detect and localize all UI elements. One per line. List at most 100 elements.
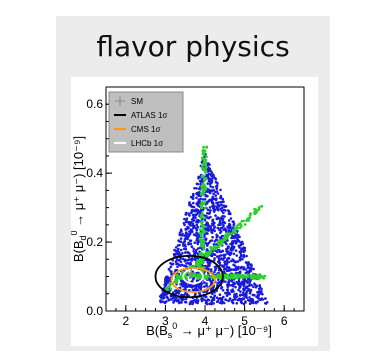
blue-point: [178, 263, 181, 267]
blue-point: [169, 265, 173, 269]
contour-ellipse: [170, 267, 216, 293]
green-point: [202, 245, 206, 248]
blue-point: [183, 259, 187, 263]
blue-point: [184, 228, 187, 231]
blue-point: [221, 249, 224, 253]
blue-point: [191, 197, 195, 200]
blue-point: [222, 211, 225, 215]
blue-point: [216, 201, 220, 204]
blue-point: [234, 241, 238, 244]
blue-point: [199, 287, 202, 290]
blue-point: [237, 265, 240, 269]
blue-point: [176, 298, 180, 302]
blue-point: [183, 234, 187, 237]
blue-point: [205, 201, 209, 205]
blue-point: [179, 237, 183, 240]
blue-point: [230, 299, 234, 303]
blue-point: [226, 209, 230, 212]
green-point: [201, 226, 204, 229]
blue-point: [195, 196, 198, 200]
blue-point: [196, 212, 199, 216]
blue-point: [230, 236, 233, 240]
blue-point: [164, 283, 168, 287]
blue-point: [242, 248, 246, 251]
green-point: [201, 242, 205, 246]
blue-point: [195, 239, 198, 242]
blue-point: [185, 217, 189, 220]
x-tick-label: 6: [281, 314, 288, 328]
green-point: [198, 231, 202, 235]
blue-point: [212, 192, 215, 196]
y-tick-label: 0.2: [86, 235, 103, 249]
blue-point: [218, 254, 221, 258]
blue-point: [246, 264, 249, 267]
y-tick-label: 0.0: [86, 304, 103, 318]
blue-point: [254, 286, 258, 289]
blue-point: [214, 178, 217, 181]
blue-point: [228, 283, 231, 287]
blue-point: [193, 209, 197, 213]
blue-point: [165, 281, 169, 284]
blue-point: [236, 298, 240, 302]
blue-point: [235, 254, 238, 257]
blue-point: [192, 247, 195, 251]
y-axis-label: B(Bd0 → μ⁺ μ⁻) [10⁻⁹]: [71, 136, 88, 262]
blue-point: [229, 217, 233, 220]
blue-point: [226, 257, 229, 261]
blue-point: [184, 247, 188, 251]
blue-point: [177, 258, 180, 262]
blue-point: [212, 302, 215, 305]
blue-point: [205, 248, 209, 251]
blue-point: [177, 252, 180, 255]
blue-point: [209, 295, 213, 299]
blue-point: [189, 204, 193, 208]
blue-point: [205, 222, 208, 225]
blue-point: [182, 244, 185, 247]
blue-point: [210, 189, 213, 192]
green-point: [175, 281, 179, 285]
green-point: [200, 215, 203, 219]
blue-point: [227, 280, 230, 283]
blue-point: [188, 252, 191, 255]
blue-point: [195, 219, 199, 223]
blue-point: [230, 284, 233, 287]
blue-point: [222, 254, 226, 258]
blue-point: [205, 284, 208, 288]
green-point: [175, 278, 179, 282]
blue-point: [177, 292, 180, 295]
blue-point: [248, 296, 251, 299]
blue-point: [219, 188, 222, 192]
blue-point: [232, 223, 235, 227]
blue-point: [207, 212, 211, 215]
blue-point: [232, 252, 236, 256]
green-point: [234, 231, 238, 235]
blue-point: [236, 234, 240, 237]
blue-point: [221, 258, 225, 261]
blue-point: [220, 206, 224, 210]
blue-point: [218, 260, 221, 264]
blue-point: [198, 190, 201, 194]
blue-point: [239, 253, 243, 257]
green-point: [198, 228, 202, 232]
contour-ellipse: [182, 268, 204, 285]
blue-point: [188, 201, 191, 205]
blue-point: [191, 224, 194, 227]
blue-point: [214, 194, 217, 197]
green-point: [201, 253, 205, 257]
blue-point: [240, 248, 243, 251]
x-tick-label: 5: [241, 314, 248, 328]
blue-point: [197, 201, 201, 205]
blue-point: [184, 297, 188, 301]
blue-point: [214, 214, 217, 217]
green-point: [243, 223, 247, 226]
blue-point: [175, 258, 179, 262]
x-tick-label: 2: [122, 314, 129, 328]
blue-point: [192, 201, 195, 205]
blue-point: [208, 167, 212, 171]
blue-point: [170, 272, 173, 276]
blue-point: [203, 298, 206, 302]
blue-point: [212, 221, 215, 224]
green-point: [231, 229, 235, 233]
green-point: [203, 230, 206, 234]
green-point: [199, 234, 203, 238]
